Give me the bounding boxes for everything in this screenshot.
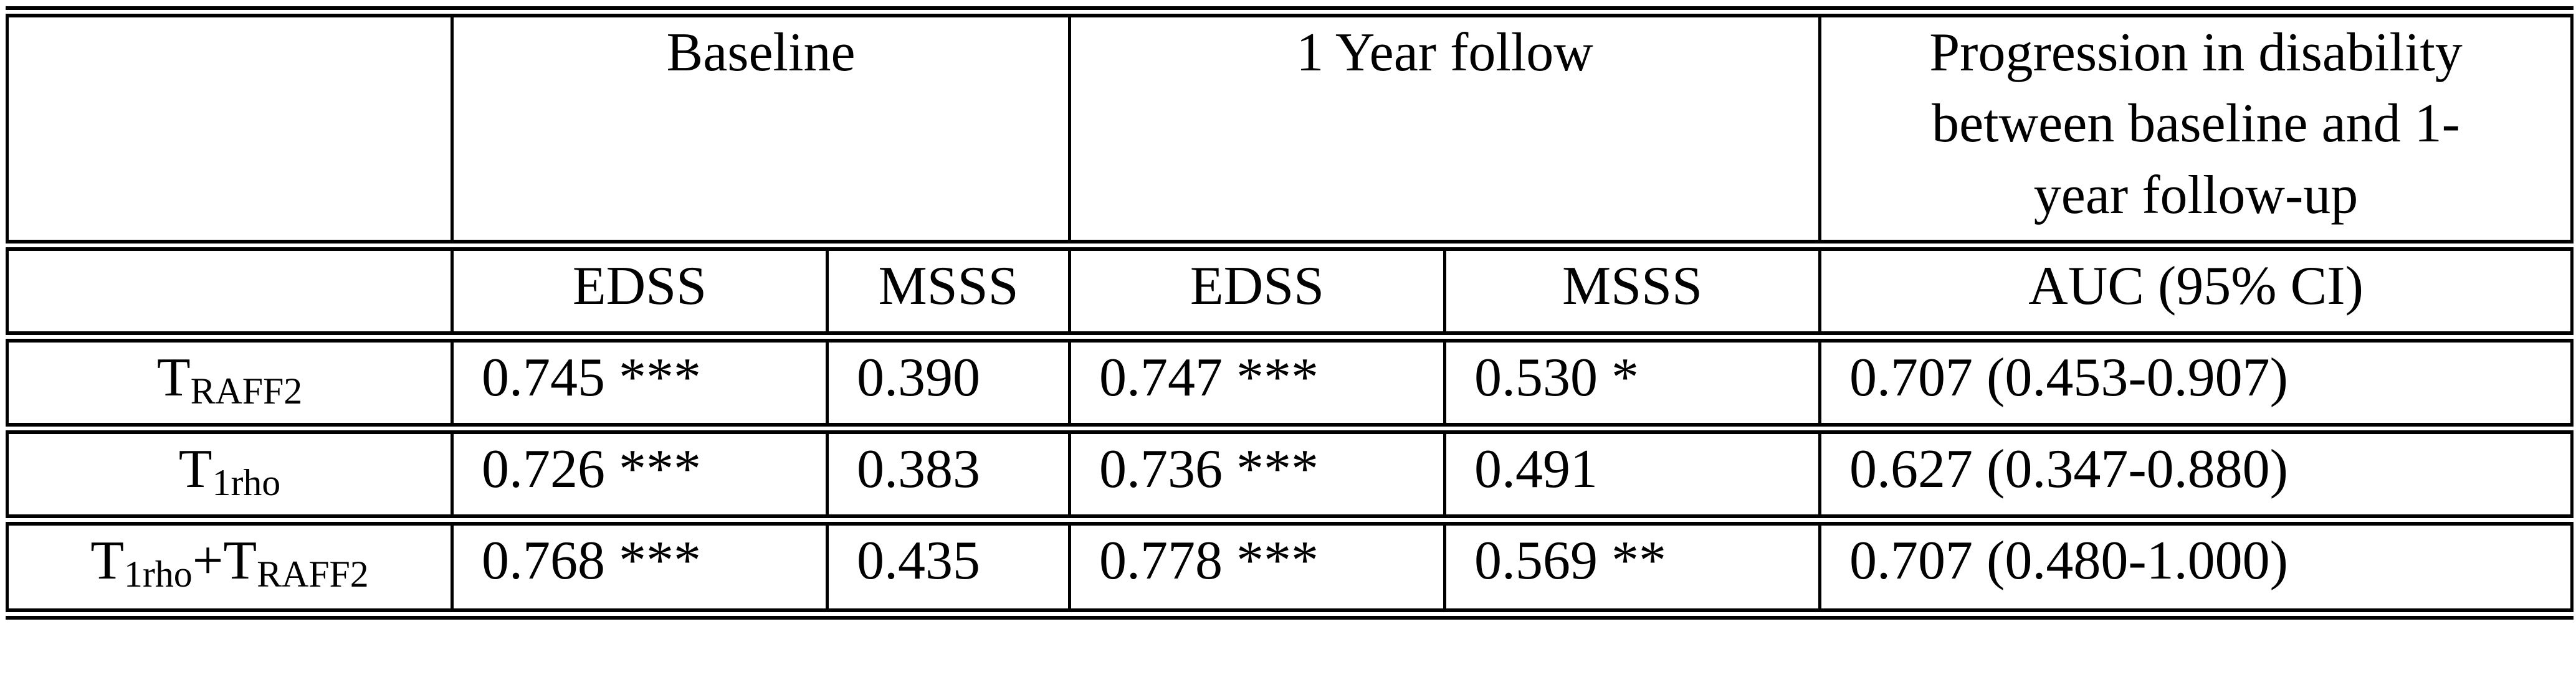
row-label-traff2-main: T [156,347,191,408]
subheader-baseline-msss: MSSS [825,245,1070,337]
cell-traff2-auc: 0.707 (0.453-0.907) [1818,337,2572,428]
subheader-auc: AUC (95% CI) [1818,245,2572,337]
row-label-t1rho-subscript: 1rho [212,462,281,504]
cell-traff2-baseline-edss: 0.745 *** [451,337,828,428]
cell-t1rho-baseline-edss: 0.726 *** [451,428,828,520]
cell-combo-auc: 0.707 (0.480-1.000) [1818,520,2572,614]
row-label-combo-subscript1: 1rho [124,554,193,595]
subheader-empty-cell [6,245,452,337]
subheader-baseline-edss: EDSS [451,245,828,337]
corner-empty-cell [6,12,452,245]
header-group-row: Baseline 1 Year follow Progression in di… [6,12,2572,245]
cell-t1rho-year-edss: 0.736 *** [1068,428,1445,520]
results-table: Baseline 1 Year follow Progression in di… [6,6,2574,620]
cell-traff2-baseline-msss: 0.390 [825,337,1070,428]
header-progression-line-2: between baseline and 1- [1932,93,2460,154]
header-one-year-follow: 1 Year follow [1068,12,1820,245]
cell-combo-year-msss: 0.569 ** [1443,520,1820,614]
plus-sign: + [192,531,224,591]
cell-combo-year-edss: 0.778 *** [1068,520,1445,614]
cell-traff2-year-edss: 0.747 *** [1068,337,1445,428]
table-row-t1rho-plus-traff2: T1rho+TRAFF2 0.768 *** 0.435 0.778 *** 0… [6,520,2572,614]
row-label-t1rho-plus-traff2: T1rho+TRAFF2 [6,520,452,614]
cell-t1rho-baseline-msss: 0.383 [825,428,1070,520]
subheader-year-msss: MSSS [1443,245,1820,337]
table-row-traff2: TRAFF2 0.745 *** 0.390 0.747 *** 0.530 *… [6,337,2572,428]
cell-t1rho-year-msss: 0.491 [1443,428,1820,520]
row-label-combo-subscript2: RAFF2 [257,554,369,595]
row-label-t1rho-main: T [178,439,212,499]
cell-combo-baseline-edss: 0.768 *** [451,520,828,614]
cell-combo-baseline-msss: 0.435 [825,520,1070,614]
table-row-t1rho: T1rho 0.726 *** 0.383 0.736 *** 0.491 0.… [6,428,2572,520]
row-label-t1rho: T1rho [6,428,452,520]
subheader-row: EDSS MSSS EDSS MSSS AUC (95% CI) [6,245,2572,337]
row-label-combo-main1: T [90,531,125,591]
header-progression: Progression in disability between baseli… [1818,12,2572,245]
header-progression-line-1: Progression in disability [1929,22,2463,83]
row-label-traff2-subscript: RAFF2 [190,371,303,412]
cell-traff2-year-msss: 0.530 * [1443,337,1820,428]
subheader-year-edss: EDSS [1068,245,1445,337]
header-progression-line-3: year follow-up [2033,164,2359,225]
row-label-traff2: TRAFF2 [6,337,452,428]
row-label-combo-main2: T [223,531,257,591]
header-baseline: Baseline [450,12,1070,245]
cell-t1rho-auc: 0.627 (0.347-0.880) [1818,428,2572,520]
